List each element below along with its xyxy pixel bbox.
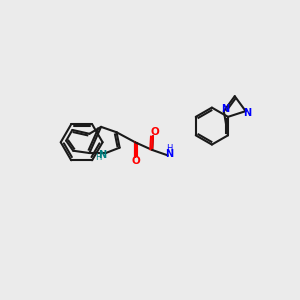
Text: N: N xyxy=(221,104,230,114)
Text: H: H xyxy=(95,153,101,162)
Text: N: N xyxy=(243,108,251,118)
Text: N: N xyxy=(98,150,107,160)
Text: O: O xyxy=(150,127,159,137)
Text: N: N xyxy=(165,149,173,159)
Text: H: H xyxy=(166,144,172,153)
Text: O: O xyxy=(132,156,140,166)
